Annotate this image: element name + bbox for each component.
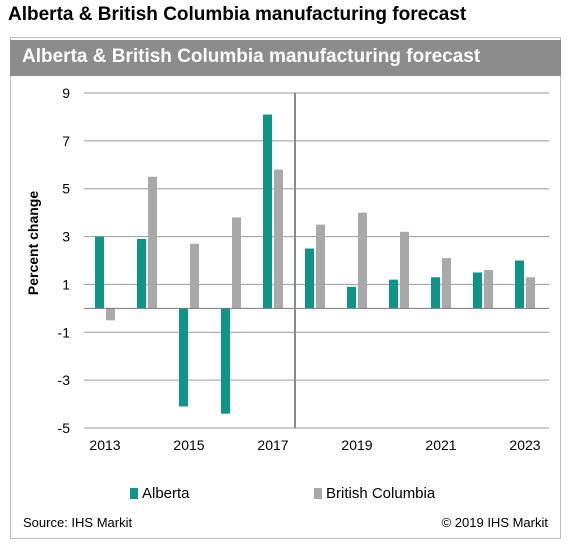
y-tick-label: 7 [62,133,70,149]
y-tick-label: 5 [62,181,70,197]
bar-british-columbia-2023 [526,277,535,309]
bar-british-columbia-2015 [190,243,199,309]
y-tick-label: -3 [58,372,71,388]
x-tick-label: 2015 [173,437,204,453]
legend-label-alberta: Alberta [142,485,190,502]
legend-item-british-columbia: British Columbia [314,485,435,502]
bar-british-columbia-2014 [148,176,157,309]
y-tick-label: 9 [62,85,70,101]
bar-british-columbia-2021 [442,258,451,309]
bar-alberta-2016 [221,308,230,414]
bar-alberta-2020 [389,279,398,309]
bar-british-columbia-2016 [232,217,241,309]
bar-british-columbia-2018 [316,224,325,309]
alberta-swatch [130,488,138,499]
x-tick-label: 2013 [89,437,120,453]
british-columbia-swatch [314,488,322,499]
chart-frame [10,37,561,539]
bars [95,114,535,414]
x-tick-label: 2021 [425,437,456,453]
legend: Alberta British Columbia [0,485,572,505]
chart-title: Alberta & British Columbia manufacturing… [22,46,481,67]
y-tick-label: -5 [58,420,71,436]
source-note: Source: IHS Markit [23,515,133,530]
y-axis-label: Percent change [25,191,41,295]
bar-british-columbia-2019 [358,212,367,309]
legend-item-alberta: Alberta [130,485,190,502]
page-title: Alberta & British Columbia manufacturing… [8,4,467,25]
x-tick-label: 2023 [509,437,540,453]
y-tick-label: 3 [62,229,70,245]
bar-alberta-2021 [431,277,440,309]
axes: 9 7 5 3 1 -1 -3 -5 2013 2015 2017 2019 2021 2023 [58,85,549,453]
bar-alberta-2015 [179,308,188,407]
bar-alberta-2017 [263,114,272,309]
y-tick-label: -1 [58,324,71,340]
bar-alberta-2013 [95,236,104,309]
bar-alberta-2023 [515,260,524,309]
x-tick-label: 2017 [257,437,288,453]
bar-alberta-2014 [137,238,146,309]
copyright-note: © 2019 IHS Markit [441,515,548,530]
legend-label-british-columbia: British Columbia [326,485,436,502]
bar-alberta-2019 [347,286,356,309]
x-tick-label: 2019 [341,437,372,453]
chart-banner: Alberta & British Columbia manufacturing… [10,40,561,76]
bar-alberta-2018 [305,248,314,309]
bar-british-columbia-2017 [274,169,283,309]
bar-british-columbia-2013 [106,308,115,321]
bar-alberta-2022 [473,272,482,309]
bar-british-columbia-2020 [400,231,409,309]
bar-british-columbia-2022 [484,270,493,309]
y-tick-label: 1 [62,276,70,292]
